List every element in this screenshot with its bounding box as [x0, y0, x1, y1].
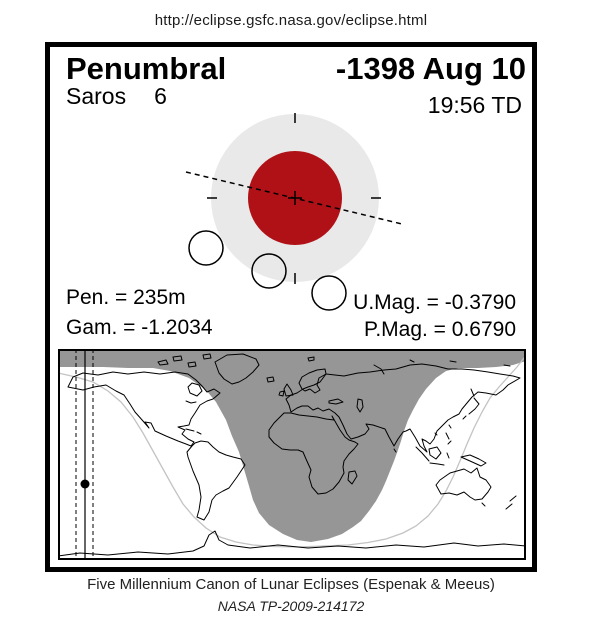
sakhalin [470, 388, 475, 397]
eclipse-time: 19:56 TD [427, 92, 522, 118]
visibility-map-container [57, 349, 527, 560]
saros-number: 6 [154, 83, 167, 109]
tasmania [481, 502, 486, 507]
taiwan-philippines [434, 424, 452, 445]
shadow-geometry-diagram [185, 113, 403, 311]
caribbean-islands [185, 428, 202, 435]
indonesia [415, 446, 450, 466]
cardinal-tick-marks [207, 113, 381, 284]
japan [462, 397, 480, 420]
greenland-coast [214, 353, 260, 385]
source-url: http://eclipse.gsfc.nasa.gov/eclipse.htm… [154, 12, 428, 29]
africa-coast [268, 412, 359, 495]
eclipse-date: -1398 Aug 10 [335, 51, 526, 86]
shadow-center-cross [288, 191, 302, 205]
penumbral-magnitude: P.Mag. = 0.6790 [364, 318, 516, 341]
visibility-map [57, 349, 527, 560]
north-america-coast [67, 371, 221, 447]
coastlines [57, 353, 527, 557]
sri-lanka [393, 448, 397, 453]
gamma-value: Gam. = -1.2034 [66, 316, 213, 339]
antarctica-coast [57, 530, 527, 557]
sub-lunar-meridian-lines [75, 349, 94, 560]
eurasia-coast [285, 363, 521, 453]
sub-lunar-point-dot [80, 479, 90, 489]
eclipse-type-label: Penumbral [66, 51, 227, 86]
canon-title: Five Millennium Canon of Lunar Eclipses … [87, 576, 495, 593]
moon-position-circle-3 [311, 275, 347, 311]
no-visibility-shadow-region [58, 349, 526, 542]
great-lakes [185, 400, 197, 404]
south-america-coast [186, 440, 246, 521]
umbral-magnitude: U.Mag. = -0.3790 [353, 291, 516, 314]
new-guinea [460, 454, 487, 467]
scandinavia-coast [298, 368, 327, 394]
iceland [266, 376, 275, 383]
moon-position-circle-1 [188, 230, 224, 266]
penumbral-duration: Pen. = 235m [66, 286, 186, 309]
saros-label: Saros [66, 83, 127, 109]
hudson-bay [187, 382, 203, 397]
horizon-terminator-curve [57, 357, 525, 548]
madagascar [347, 470, 358, 485]
new-zealand [505, 495, 517, 510]
nasa-reference: NASA TP-2009-214172 [217, 598, 365, 614]
map-border [58, 349, 526, 560]
eclipse-card: Penumbral -1398 Aug 10 Saros 6 19:56 TD P… [45, 42, 537, 572]
saros-row: Saros 6 [66, 83, 167, 110]
moon-position-circle-2 [251, 253, 287, 289]
arctic-islands [157, 353, 511, 375]
black-sea [328, 398, 344, 405]
caspian-sea [356, 398, 364, 413]
australia-coast [435, 467, 492, 501]
